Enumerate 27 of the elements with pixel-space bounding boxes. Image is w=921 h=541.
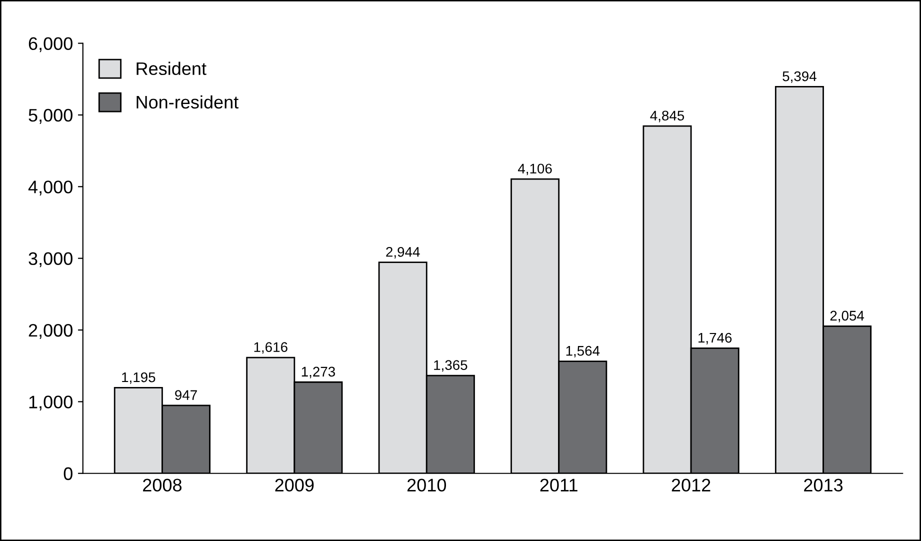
y-tick-label: 2,000 bbox=[28, 324, 72, 339]
x-tick-label: 2011 bbox=[540, 478, 578, 492]
data-label: 4,106 bbox=[518, 164, 552, 176]
x-tick-label: 2013 bbox=[804, 478, 843, 492]
data-label: 4,845 bbox=[650, 110, 684, 122]
data-label: 1,195 bbox=[122, 372, 156, 384]
y-tick-label: 6,000 bbox=[28, 37, 72, 52]
legend-label: Resident bbox=[136, 62, 206, 76]
data-label: 1,564 bbox=[566, 346, 600, 358]
y-tick-label: 3,000 bbox=[28, 252, 72, 268]
y-tick-label: 1,000 bbox=[29, 396, 72, 411]
data-label: 5,394 bbox=[782, 71, 816, 83]
data-label: 1,746 bbox=[698, 332, 732, 344]
y-tick-label: 5,000 bbox=[28, 108, 72, 124]
data-label: 1,365 bbox=[434, 360, 468, 372]
data-label: 947 bbox=[175, 390, 197, 400]
legend-label: Non-resident bbox=[136, 95, 238, 109]
y-tick-label: 4,000 bbox=[28, 180, 72, 196]
x-tick-label: 2009 bbox=[275, 478, 314, 492]
data-label: 2,054 bbox=[830, 310, 864, 322]
y-tick-label: 0 bbox=[64, 467, 72, 480]
data-label: 2,944 bbox=[386, 246, 420, 258]
data-label: 1,616 bbox=[254, 342, 288, 354]
x-tick-label: 2010 bbox=[407, 478, 446, 492]
x-tick-label: 2008 bbox=[143, 478, 182, 492]
x-tick-label: 2012 bbox=[672, 478, 710, 492]
data-label: 1,273 bbox=[302, 366, 335, 378]
